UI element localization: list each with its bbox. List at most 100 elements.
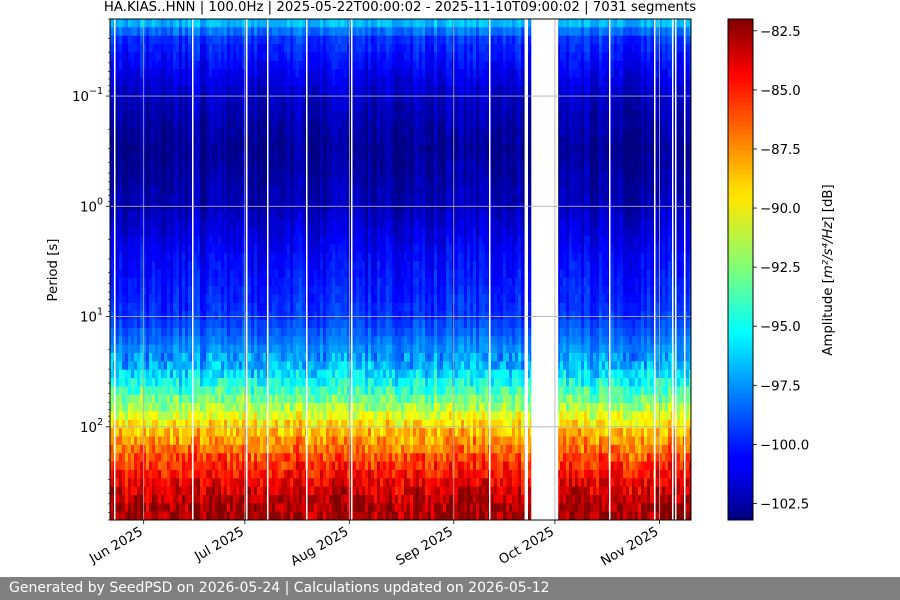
heatmap-cell <box>164 102 168 112</box>
heatmap-cell <box>344 319 348 329</box>
heatmap-cell <box>167 261 171 270</box>
heatmap-cell <box>167 77 171 87</box>
heatmap-cell <box>284 85 288 95</box>
heatmap-cell <box>143 127 147 137</box>
heatmap-cell <box>158 419 162 429</box>
heatmap-cell <box>326 286 330 295</box>
heatmap-cell <box>302 336 306 346</box>
heatmap-cell <box>341 469 345 479</box>
heatmap-cell <box>158 219 162 229</box>
heatmap-cell <box>221 102 225 112</box>
heatmap-cell <box>110 35 114 45</box>
heatmap-cell <box>338 494 342 504</box>
heatmap-cell <box>155 394 159 404</box>
heatmap-cell <box>335 144 339 153</box>
heatmap-cell <box>194 478 198 487</box>
heatmap-cell <box>260 261 264 270</box>
heatmap-cell <box>281 60 285 70</box>
heatmap-cell <box>323 19 327 28</box>
heatmap-cell <box>281 353 285 362</box>
heatmap-cell <box>248 127 252 137</box>
heatmap-cell <box>287 127 291 137</box>
heatmap-cell <box>347 94 351 103</box>
heatmap-cell <box>188 386 192 396</box>
heatmap-cell <box>143 60 147 70</box>
heatmap-cell <box>326 202 330 212</box>
heatmap-cell <box>272 403 276 412</box>
heatmap-cell <box>194 186 198 195</box>
heatmap-cell <box>302 85 306 95</box>
heatmap-cell <box>119 277 123 287</box>
heatmap-cell <box>329 202 333 212</box>
heatmap-cell <box>152 353 156 362</box>
heatmap-cell <box>293 110 297 120</box>
heatmap-cell <box>218 110 222 120</box>
heatmap-cell <box>344 269 348 279</box>
heatmap-cell <box>251 353 255 362</box>
heatmap-cell <box>278 369 282 379</box>
heatmap-cell <box>206 244 210 254</box>
heatmap-cell <box>236 344 240 354</box>
heatmap-cell <box>197 453 201 462</box>
heatmap-cell <box>236 94 240 103</box>
heatmap-cell <box>275 94 279 103</box>
heatmap-cell <box>215 94 219 103</box>
heatmap-cell <box>281 478 285 487</box>
heatmap-cell <box>314 177 318 187</box>
heatmap-cell <box>287 378 291 387</box>
heatmap-cell <box>218 503 222 513</box>
heatmap-cell <box>236 494 240 504</box>
heatmap-cell <box>335 44 339 53</box>
heatmap-cell <box>299 186 303 195</box>
heatmap-cell <box>185 369 189 379</box>
heatmap-cell <box>110 186 114 195</box>
heatmap-cell <box>155 186 159 195</box>
heatmap-cell <box>116 52 120 62</box>
heatmap-cell <box>233 119 237 128</box>
heatmap-cell <box>314 169 318 179</box>
heatmap-cell <box>353 77 357 87</box>
heatmap-cell <box>125 344 129 354</box>
heatmap-cell <box>323 302 327 312</box>
heatmap-cell <box>140 286 144 295</box>
heatmap-cell <box>248 219 252 229</box>
heatmap-cell <box>146 277 150 287</box>
heatmap-cell <box>278 419 282 429</box>
heatmap-cell <box>347 411 351 421</box>
heatmap-cell <box>320 60 324 70</box>
heatmap-cell <box>152 336 156 346</box>
heatmap-cell <box>149 227 153 237</box>
heatmap-cell <box>281 236 285 245</box>
heatmap-cell <box>263 211 267 220</box>
heatmap-cell <box>329 94 333 103</box>
heatmap-cell <box>230 152 234 162</box>
heatmap-cell <box>341 60 345 70</box>
heatmap-cell <box>329 394 333 404</box>
heatmap-cell <box>224 469 228 479</box>
heatmap-cell <box>182 177 186 187</box>
heatmap-cell <box>218 327 222 337</box>
heatmap-cell <box>302 394 306 404</box>
heatmap-cell <box>251 369 255 379</box>
heatmap-cell <box>221 386 225 396</box>
heatmap-cell <box>320 353 324 362</box>
heatmap-cell <box>200 486 204 496</box>
spectrogram-column <box>164 19 168 520</box>
heatmap-cell <box>314 503 318 513</box>
heatmap-cell <box>155 127 159 137</box>
heatmap-cell <box>275 386 279 396</box>
heatmap-cell <box>176 444 180 454</box>
heatmap-cell <box>281 378 285 387</box>
heatmap-cell <box>248 419 252 429</box>
heatmap-cell <box>263 436 267 446</box>
heatmap-cell <box>110 311 114 320</box>
heatmap-cell <box>323 428 327 437</box>
heatmap-cell <box>182 219 186 229</box>
heatmap-cell <box>296 19 300 28</box>
heatmap-cell <box>311 19 315 28</box>
heatmap-cell <box>179 144 183 153</box>
heatmap-cell <box>173 60 177 70</box>
heatmap-cell <box>347 453 351 462</box>
heatmap-cell <box>122 77 126 87</box>
heatmap-cell <box>173 110 177 120</box>
